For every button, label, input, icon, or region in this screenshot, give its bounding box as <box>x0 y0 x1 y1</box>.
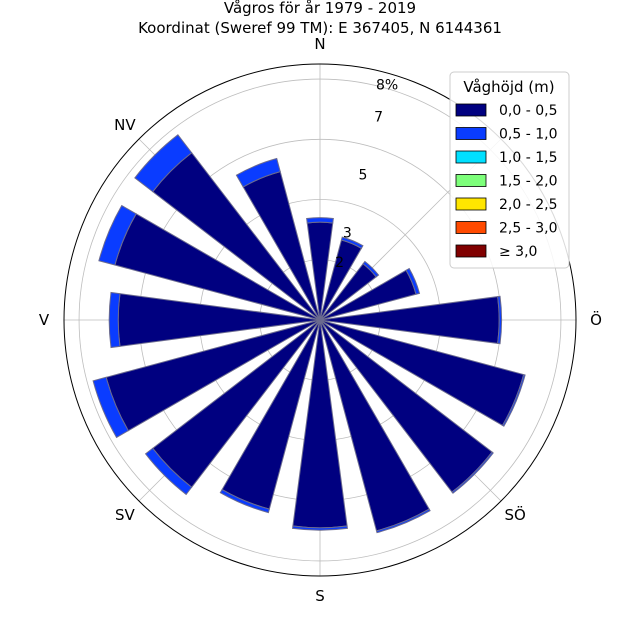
rose-bar-segment <box>340 236 364 249</box>
rose-bar-segment <box>117 293 321 347</box>
rose-bar-segment <box>219 488 270 514</box>
rose-bar-segment <box>292 525 348 531</box>
legend-label: ≥ 3,0 <box>499 244 537 260</box>
direction-label: SV <box>115 506 136 524</box>
rose-bar-segment <box>92 376 129 439</box>
direction-label: S <box>315 587 325 605</box>
rose-bar-segment <box>501 373 526 427</box>
rose-bar-segment <box>375 508 431 534</box>
rose-bar-segment <box>98 204 137 266</box>
rose-bar-segment <box>134 134 193 193</box>
rose-bar-segment <box>292 319 348 529</box>
legend-label: 0,5 - 1,0 <box>499 127 557 143</box>
rose-bars <box>92 134 526 534</box>
outer-circle <box>63 63 577 577</box>
legend-swatch <box>455 244 487 258</box>
radial-tick-label: 3 <box>343 226 352 242</box>
rose-bar-segment <box>319 296 500 344</box>
direction-label: V <box>39 311 50 329</box>
radial-tick-label: 7 <box>374 109 383 125</box>
rose-bar-segment <box>451 451 494 494</box>
radial-tick-label: 2 <box>335 255 344 271</box>
direction-label: NV <box>114 116 136 134</box>
chart-subtitle: Koordinat (Sweref 99 TM): E 367405, N 61… <box>138 19 502 37</box>
rose-bar-segment <box>108 291 121 349</box>
radial-tick-label: 5 <box>359 168 368 184</box>
legend-label: 1,0 - 1,5 <box>499 150 557 166</box>
legend: Våghöjd (m) 0,0 - 0,5 0,5 - 1,0 1,0 - 1,5 1… <box>449 71 570 269</box>
legend-items: 0,0 - 0,5 0,5 - 1,0 1,0 - 1,5 1,5 - 2,0 2,0 … <box>455 103 557 260</box>
chart-title: Vågros för år 1979 - 2019 <box>224 0 416 17</box>
direction-label: SÖ <box>504 505 525 524</box>
radial-tick-label: 8% <box>376 77 398 93</box>
legend-swatch <box>455 127 487 140</box>
legend-swatch <box>455 174 487 187</box>
rose-bar-segment <box>144 447 193 496</box>
legend-label: 1,5 - 2,0 <box>499 174 557 190</box>
legend-box <box>449 71 570 269</box>
rose-bar-segment <box>306 217 334 224</box>
legend-title: Våghöjd (m) <box>463 78 554 96</box>
rose-bar-segment <box>362 260 380 278</box>
rose-bar-segment <box>405 267 421 295</box>
direction-label: N <box>314 35 325 53</box>
legend-label: 0,0 - 0,5 <box>499 103 557 119</box>
legend-swatch <box>455 150 487 164</box>
rose-bar-segment <box>235 157 281 188</box>
direction-labels: N Ö SÖ S SV V NV <box>39 35 602 605</box>
legend-swatch <box>455 197 487 211</box>
direction-label: Ö <box>590 310 602 329</box>
legend-label: 2,5 - 3,0 <box>499 221 557 237</box>
legend-swatch <box>455 103 487 117</box>
radial-tick-labels: 2 3 5 7 8% <box>335 77 398 270</box>
rose-bar-segment <box>497 295 503 345</box>
legend-label: 2,0 - 2,5 <box>499 197 557 213</box>
legend-swatch <box>455 221 487 234</box>
